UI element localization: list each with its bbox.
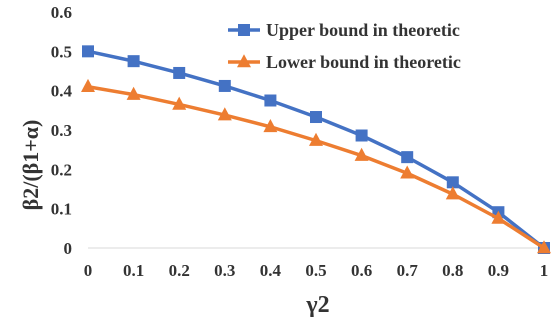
data-point-triangle (309, 132, 323, 146)
legend: Upper bound in theoretic Lower bound in … (228, 20, 461, 72)
y-tick-label: 0.4 (51, 82, 73, 101)
data-point-square (127, 55, 140, 68)
legend-marker-square (238, 24, 250, 36)
y-axis-tick-labels: 0 0.1 0.2 0.3 0.4 0.5 0.6 (51, 3, 73, 258)
data-point-triangle (354, 147, 369, 161)
x-tick-label: 0.4 (260, 261, 282, 280)
y-tick-label: 0.6 (51, 3, 72, 22)
data-point-square (401, 151, 414, 164)
x-tick-label: 0.7 (397, 261, 419, 280)
legend-label-upper-bound: Upper bound in theoretic (266, 20, 460, 40)
data-point-triangle (445, 186, 460, 200)
data-point-square (218, 79, 231, 92)
data-point-square (446, 176, 459, 189)
legend-marker-triangle (237, 54, 251, 68)
legend-label-lower-bound: Lower bound in theoretic (266, 52, 461, 72)
data-point-triangle (263, 119, 278, 133)
data-point-triangle (400, 165, 415, 179)
x-tick-label: 0.3 (214, 261, 235, 280)
data-point-square (82, 45, 94, 58)
data-point-square (264, 94, 277, 107)
data-point-square (355, 129, 368, 142)
y-tick-label: 0.5 (51, 42, 72, 61)
x-axis-title: γ2 (305, 292, 329, 318)
data-point-square (310, 111, 322, 124)
x-tick-label: 0.8 (442, 261, 463, 280)
data-point-triangle (172, 96, 187, 110)
x-tick-label: 0 (84, 261, 93, 280)
data-point-triangle (537, 240, 551, 254)
x-tick-label: 0.1 (123, 261, 144, 280)
x-tick-label: 0.5 (305, 261, 326, 280)
y-tick-label: 0.3 (51, 121, 72, 140)
x-tick-label: 0.9 (488, 261, 509, 280)
x-tick-label: 0.6 (351, 261, 372, 280)
x-tick-label: 0.2 (169, 261, 190, 280)
x-axis-tick-labels: 0 0.1 0.2 0.3 0.4 0.5 0.6 0.7 0.8 0.9 1 (84, 261, 549, 280)
y-axis-title: β2/(β1+α) (18, 120, 43, 211)
data-point-square (173, 66, 186, 79)
y-tick-label: 0.1 (51, 200, 72, 219)
data-point-triangle (81, 78, 95, 93)
series-line-lower-bound (87, 85, 545, 250)
legend-item-upper-bound: Upper bound in theoretic (228, 20, 460, 40)
y-tick-label: 0.2 (51, 160, 72, 179)
data-point-triangle (126, 86, 141, 100)
legend-item-lower-bound: Lower bound in theoretic (228, 52, 461, 72)
x-tick-label: 1 (540, 261, 549, 280)
data-point-triangle (217, 107, 232, 121)
data-point-triangle (491, 210, 506, 224)
series-line-upper-bound (87, 49, 546, 250)
series-layer (81, 45, 551, 254)
y-tick-label: 0 (64, 239, 73, 258)
